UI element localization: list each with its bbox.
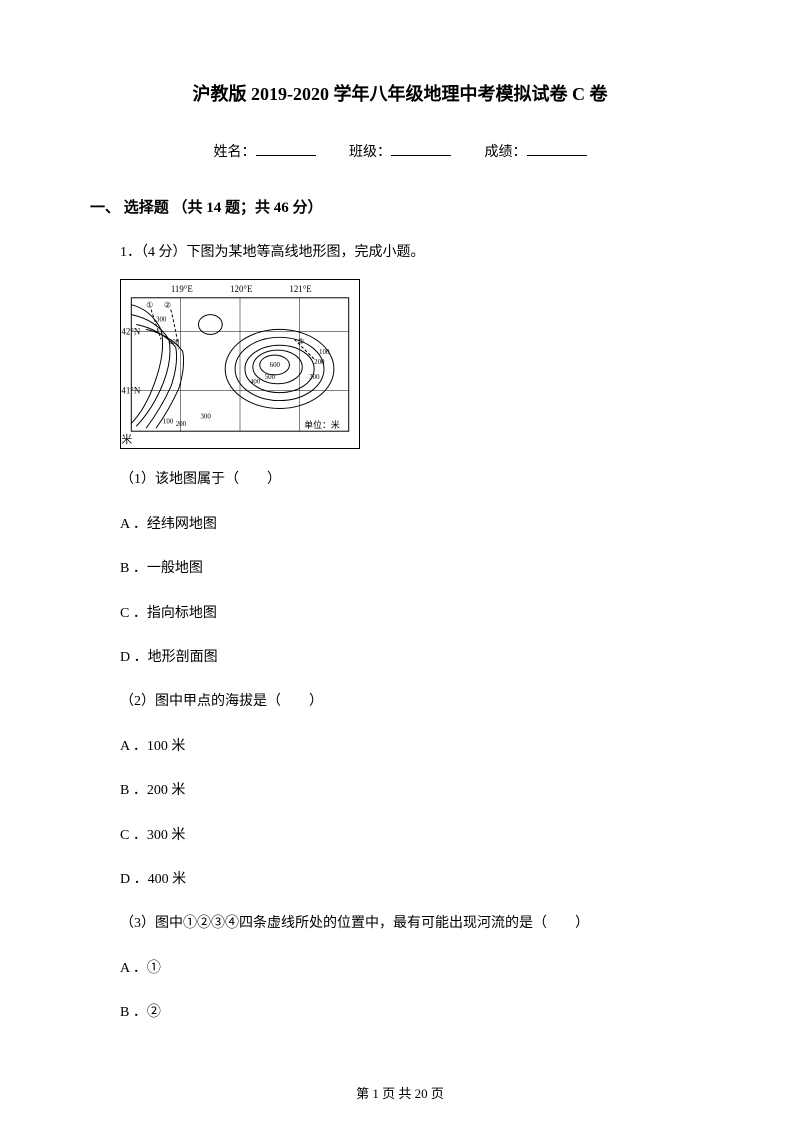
option-2c: C ．300 米 [120,825,710,847]
name-blank [256,155,316,156]
score-blank [527,155,587,156]
lon-label-2: 120°E [230,284,252,294]
class-label: 班级： [349,145,391,160]
contour-val: 200 [176,422,187,429]
contour-val: 300 [156,317,167,324]
contour-val: 100 [163,419,174,426]
contour-val: 100 [319,350,330,357]
info-row: 姓名： 班级： 成绩： [90,141,710,161]
option-1a: A ．经纬网地图 [120,514,710,536]
marker-3: ③ [297,338,304,347]
sub-question-1: （1）该地图属于（ ） [120,469,710,491]
section-header: 一、 选择题 （共 14 题；共 46 分） [90,196,710,217]
option-3a: A ．① [120,958,710,980]
class-blank [391,155,451,156]
option-2b: B ．200 米 [120,780,710,802]
option-3b: B ．② [120,1002,710,1024]
contour-val: 200 [314,359,325,366]
lon-label-1: 119°E [171,284,193,294]
contour-val: 500 [265,374,276,381]
contour-map-figure: 119°E 120°E 121°E 42°N 41°N [120,279,360,449]
score-label: 成绩： [485,145,527,160]
contour-val: 300 [200,414,211,421]
contour-val: 400 [250,379,261,386]
name-label: 姓名： [214,145,256,160]
map-svg: 119°E 120°E 121°E 42°N 41°N [121,280,359,448]
marker-1: ① [146,301,153,310]
question-block: 1．（4 分）下图为某地等高线地形图，完成小题。 119°E 120°E 121… [90,242,710,1024]
axis-label: 米 [121,433,132,446]
sub-question-2: （2）图中甲点的海拔是（ ） [120,691,710,713]
document-title: 沪教版 2019-2020 学年八年级地理中考模拟试卷 C 卷 [90,80,710,106]
option-1b: B ．一般地图 [120,558,710,580]
option-1c: C ．指向标地图 [120,603,710,625]
lon-label-3: 121°E [289,284,311,294]
question-1-text: 1．（4 分）下图为某地等高线地形图，完成小题。 [120,242,710,264]
option-2a: A ．100 米 [120,736,710,758]
option-1d: D ．地形剖面图 [120,647,710,669]
marker-2: ② [164,301,171,310]
page-footer: 第 1 页 共 20 页 [0,1083,800,1102]
option-2d: D ．400 米 [120,869,710,891]
contour-val: 600 [270,362,281,369]
unit-label: 单位：米 [304,420,340,431]
sub-question-3: （3）图中①②③④四条虚线所处的位置中，最有可能出现河流的是（ ） [120,913,710,935]
contour-val: 300 [309,374,320,381]
